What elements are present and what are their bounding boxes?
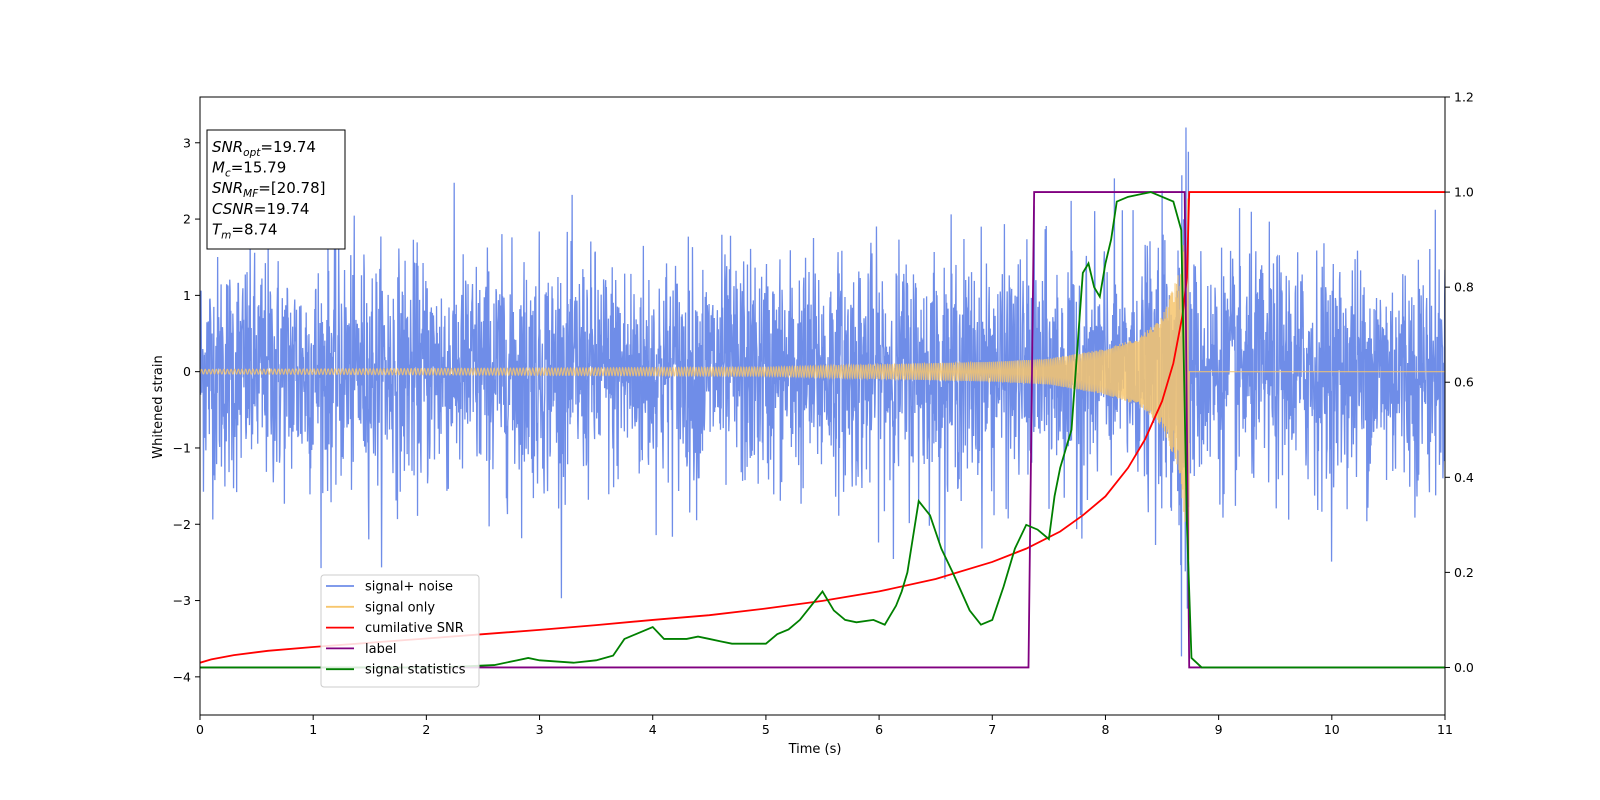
y-tick-label: −4 (173, 669, 191, 684)
y-tick-label: −3 (173, 593, 191, 608)
y-right-tick-label: 1.0 (1454, 185, 1474, 200)
annotation-box: SNRopt=19.74Mc=15.79SNRMF=[20.78]CSNR=19… (206, 129, 346, 250)
y-tick-label: 3 (183, 135, 191, 150)
x-tick-label: 8 (1101, 722, 1109, 737)
y-right-tick-label: 0.2 (1454, 565, 1474, 580)
legend-entry: cumilative SNR (365, 621, 464, 636)
series-signal-plus-noise (200, 127, 1445, 657)
legend-entry: signal only (365, 600, 435, 615)
y-right-tick-label: 0.4 (1454, 470, 1474, 485)
y-axis-label: Whitened strain (151, 355, 166, 458)
annotation-line: Tm=8.74 (212, 220, 277, 241)
x-tick-label: 0 (196, 722, 204, 737)
annotation-line: SNRopt=19.74 (212, 138, 316, 159)
y-tick-label: −1 (173, 440, 191, 455)
annotation-frame (206, 129, 346, 250)
legend-entry: signal statistics (365, 663, 466, 678)
y-right-tick-label: 1.2 (1454, 90, 1474, 105)
x-tick-label: 7 (988, 722, 996, 737)
legend-frame (320, 574, 480, 688)
x-tick-label: 6 (875, 722, 883, 737)
y-tick-label: −2 (173, 517, 191, 532)
x-tick-label: 1 (309, 722, 317, 737)
legend: signal+ noise signal only cumilative SNR la… (320, 574, 480, 688)
annotation-line: CSNR=19.74 (212, 200, 309, 218)
plot-frame (199, 96, 1446, 716)
x-tick-label: 2 (422, 722, 430, 737)
legend-entry: label (365, 642, 396, 657)
y-tick-label: 2 (183, 212, 191, 227)
series-signal-statistics (200, 191, 1445, 669)
y-right-tick-label: 0.0 (1454, 660, 1474, 675)
x-tick-label: 11 (1437, 722, 1453, 737)
y-tick-label: 0 (183, 364, 191, 379)
x-tick-label: 5 (762, 722, 770, 737)
x-tick-label: 4 (649, 722, 657, 737)
x-tick-label: 10 (1324, 722, 1340, 737)
y-tick-label: 1 (183, 288, 191, 303)
series-signal-only (200, 198, 1445, 560)
legend-entry: signal+ noise (365, 580, 453, 595)
y-right-tick-label: 0.8 (1454, 280, 1474, 295)
x-axis-label: Time (s) (788, 742, 842, 757)
y-right-tick-label: 0.6 (1454, 375, 1474, 390)
x-tick-label: 9 (1215, 722, 1223, 737)
annotation-line: SNRMF=[20.78] (212, 179, 326, 200)
x-tick-label: 3 (536, 722, 544, 737)
annotation-line: Mc=15.79 (212, 159, 286, 180)
axes: 0 1 2 3 4 5 6 7 8 9 10 11 −4 −3 −2 −1 0 1 2 3 0.0 0.2 0.4 0.6 0.… (173, 90, 1474, 738)
